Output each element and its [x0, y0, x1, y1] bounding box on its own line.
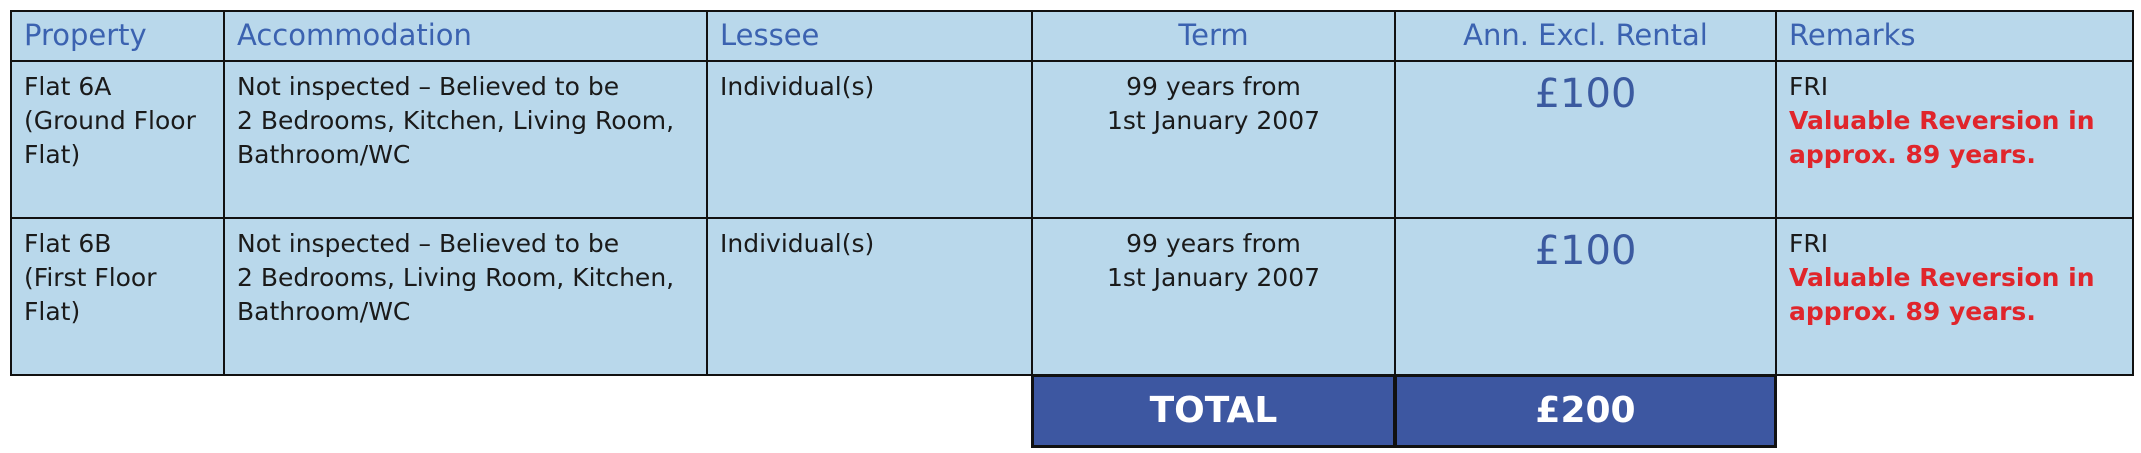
property-cell: Flat 6B (First Floor Flat) [10, 217, 225, 376]
remarks-cell: FRI Valuable Reversion in approx. 89 years… [1775, 217, 2134, 376]
reversion-note: approx. 89 years. [1789, 140, 2036, 169]
property-text: Flat 6A [24, 72, 112, 101]
header-cell: Property [10, 10, 225, 62]
total-value: £200 [1535, 390, 1636, 431]
accommodation-text: Bathroom/WC [237, 297, 411, 326]
property-text: Flat) [24, 140, 81, 169]
lessee-text: Individual(s) [720, 72, 875, 101]
header-text: Remarks [1789, 18, 1916, 52]
header-cell: Accommodation [223, 10, 708, 62]
term-cell: 99 years from 1st January 2007 [1031, 60, 1396, 219]
header-text: Accommodation [237, 18, 472, 52]
reversion-note: Valuable Reversion in [1789, 263, 2095, 292]
header-cell: Remarks [1775, 10, 2134, 62]
header-text: Term [1178, 18, 1249, 52]
term-text: 99 years from [1126, 72, 1301, 101]
term-text: 1st January 2007 [1106, 106, 1321, 135]
total-label-cell: TOTAL [1031, 374, 1396, 448]
property-text: (First Floor [24, 263, 157, 292]
accommodation-text: Not inspected – Believed to be [237, 72, 620, 101]
rental-cell: £100 [1394, 217, 1777, 376]
rental-text: £100 [1534, 71, 1637, 117]
header-cell: Lessee [706, 10, 1033, 62]
reversion-note: Valuable Reversion in [1789, 106, 2095, 135]
total-label: TOTAL [1149, 390, 1278, 431]
header-text: Lessee [720, 18, 820, 52]
lessee-cell: Individual(s) [706, 60, 1033, 219]
property-cell: Flat 6A (Ground Floor Flat) [10, 60, 225, 219]
rental-cell: £100 [1394, 60, 1777, 219]
lessee-text: Individual(s) [720, 229, 875, 258]
accommodation-cell: Not inspected – Believed to be 2 Bedrooms… [223, 217, 708, 376]
accommodation-cell: Not inspected – Believed to be 2 Bedrooms… [223, 60, 708, 219]
header-cell: Ann. Excl. Rental [1394, 10, 1777, 62]
covenant-text: FRI [1789, 72, 1829, 101]
total-value-cell: £200 [1394, 374, 1777, 448]
property-text: Flat 6B [24, 229, 112, 258]
reversion-note: approx. 89 years. [1789, 297, 2036, 326]
accommodation-text: Bathroom/WC [237, 140, 411, 169]
term-cell: 99 years from 1st January 2007 [1031, 217, 1396, 376]
remarks-cell: FRI Valuable Reversion in approx. 89 years… [1775, 60, 2134, 219]
term-text: 1st January 2007 [1106, 263, 1321, 292]
header-text: Property [24, 18, 147, 52]
accommodation-text: 2 Bedrooms, Kitchen, Living Room, [237, 106, 675, 135]
rental-text: £100 [1534, 228, 1637, 274]
property-text: Flat) [24, 297, 81, 326]
accommodation-text: Not inspected – Believed to be [237, 229, 620, 258]
header-text: Ann. Excl. Rental [1463, 18, 1708, 52]
lessee-cell: Individual(s) [706, 217, 1033, 376]
covenant-text: FRI [1789, 229, 1829, 258]
accommodation-text: 2 Bedrooms, Living Room, Kitchen, [237, 263, 675, 292]
header-cell: Term [1031, 10, 1396, 62]
property-text: (Ground Floor [24, 106, 196, 135]
term-text: 99 years from [1126, 229, 1301, 258]
